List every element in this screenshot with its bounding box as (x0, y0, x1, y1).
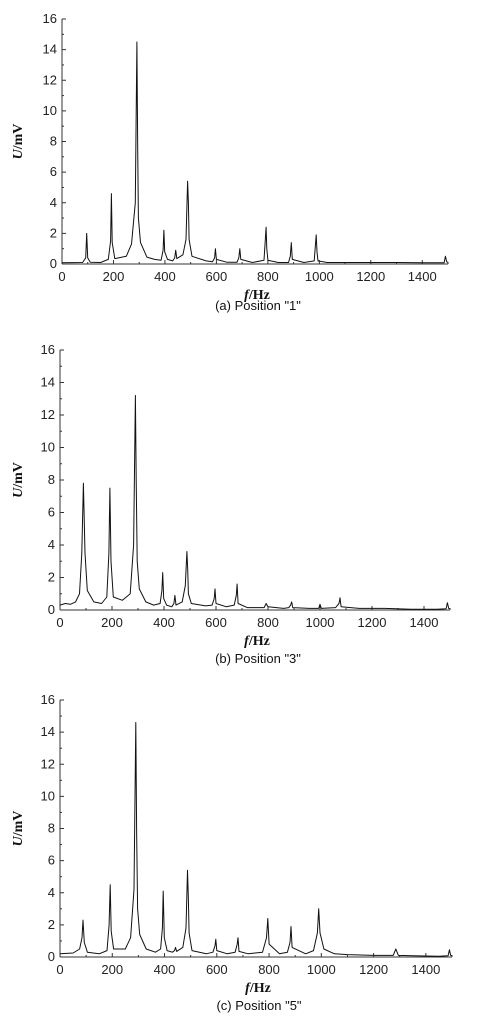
series-line (59, 395, 451, 610)
y-tick-label: 8 (48, 472, 55, 487)
x-tick-label: 1400 (410, 615, 439, 630)
y-tick-label: 14 (41, 375, 55, 390)
y-tick-label: 16 (41, 342, 55, 357)
x-tick-label: 1200 (359, 962, 388, 977)
x-tick-label: 1200 (356, 269, 385, 284)
x-tick-label: 600 (205, 615, 227, 630)
y-axis-title-unit: /mV (11, 124, 26, 151)
y-axis-title: U/mV (11, 462, 26, 498)
y-tick-label: 2 (48, 570, 55, 585)
y-tick-label: 4 (48, 537, 55, 552)
panel-caption: (c) Position "5" (216, 998, 301, 1013)
x-tick-label: 600 (206, 962, 228, 977)
y-tick-label: 6 (48, 853, 55, 868)
x-tick-label: 200 (101, 962, 123, 977)
y-tick-label: 10 (41, 440, 55, 455)
y-tick-label: 10 (43, 103, 57, 118)
x-axis-title-var: f (245, 981, 251, 996)
y-tick-label: 12 (43, 72, 57, 87)
y-tick-label: 16 (41, 692, 55, 707)
x-tick-label: 400 (154, 269, 176, 284)
x-tick-label: 0 (56, 962, 63, 977)
panel-caption: (b) Position "3" (215, 651, 301, 666)
y-tick-label: 0 (48, 602, 55, 617)
y-tick-label: 12 (41, 407, 55, 422)
y-tick-label: 8 (48, 821, 55, 836)
y-axis-title-unit: /mV (11, 811, 26, 838)
y-axis-title-var: U (11, 487, 26, 498)
x-tick-label: 200 (103, 269, 125, 284)
y-tick-label: 4 (48, 885, 55, 900)
y-tick-label: 16 (43, 11, 57, 26)
panel-caption: (a) Position "1" (215, 298, 301, 313)
x-tick-label: 1000 (305, 269, 334, 284)
y-tick-label: 6 (50, 164, 57, 179)
y-tick-label: 0 (48, 949, 55, 964)
series-line (59, 722, 453, 957)
y-tick-label: 6 (48, 505, 55, 520)
y-axis-title-var: U (11, 148, 26, 159)
x-tick-label: 1400 (411, 962, 440, 977)
x-axis-title: f/Hz (245, 981, 271, 996)
x-tick-label: 200 (101, 615, 123, 630)
y-axis-title-unit: /mV (11, 462, 26, 489)
x-axis-title-var: f (244, 634, 250, 649)
series-line (61, 41, 449, 264)
y-tick-label: 14 (43, 42, 57, 57)
x-axis-title: f/Hz (244, 634, 270, 649)
x-tick-label: 1400 (408, 269, 437, 284)
x-axis-title: f/Hz (244, 288, 270, 303)
x-tick-label: 0 (58, 269, 65, 284)
x-axis-title-unit: /Hz (249, 981, 271, 996)
x-tick-label: 400 (153, 615, 175, 630)
x-tick-label: 1000 (307, 962, 336, 977)
y-tick-label: 2 (50, 225, 57, 240)
y-tick-label: 8 (50, 134, 57, 149)
x-tick-label: 0 (56, 615, 63, 630)
x-axis-title-unit: /Hz (248, 634, 270, 649)
y-tick-label: 4 (50, 195, 57, 210)
x-tick-label: 800 (257, 615, 279, 630)
x-tick-label: 800 (258, 962, 280, 977)
y-axis-title-var: U (11, 835, 26, 846)
y-tick-label: 14 (41, 724, 55, 739)
y-tick-label: 0 (50, 256, 57, 271)
x-tick-label: 400 (154, 962, 176, 977)
x-axis-title-unit: /Hz (248, 288, 270, 303)
x-tick-label: 800 (257, 269, 279, 284)
x-tick-label: 1000 (306, 615, 335, 630)
y-axis-title: U/mV (11, 124, 26, 160)
y-tick-label: 10 (41, 788, 55, 803)
y-axis-title: U/mV (11, 811, 26, 847)
x-tick-label: 1200 (358, 615, 387, 630)
y-tick-label: 2 (48, 917, 55, 932)
x-tick-label: 600 (206, 269, 228, 284)
y-tick-label: 12 (41, 756, 55, 771)
x-axis-title-var: f (244, 288, 250, 303)
